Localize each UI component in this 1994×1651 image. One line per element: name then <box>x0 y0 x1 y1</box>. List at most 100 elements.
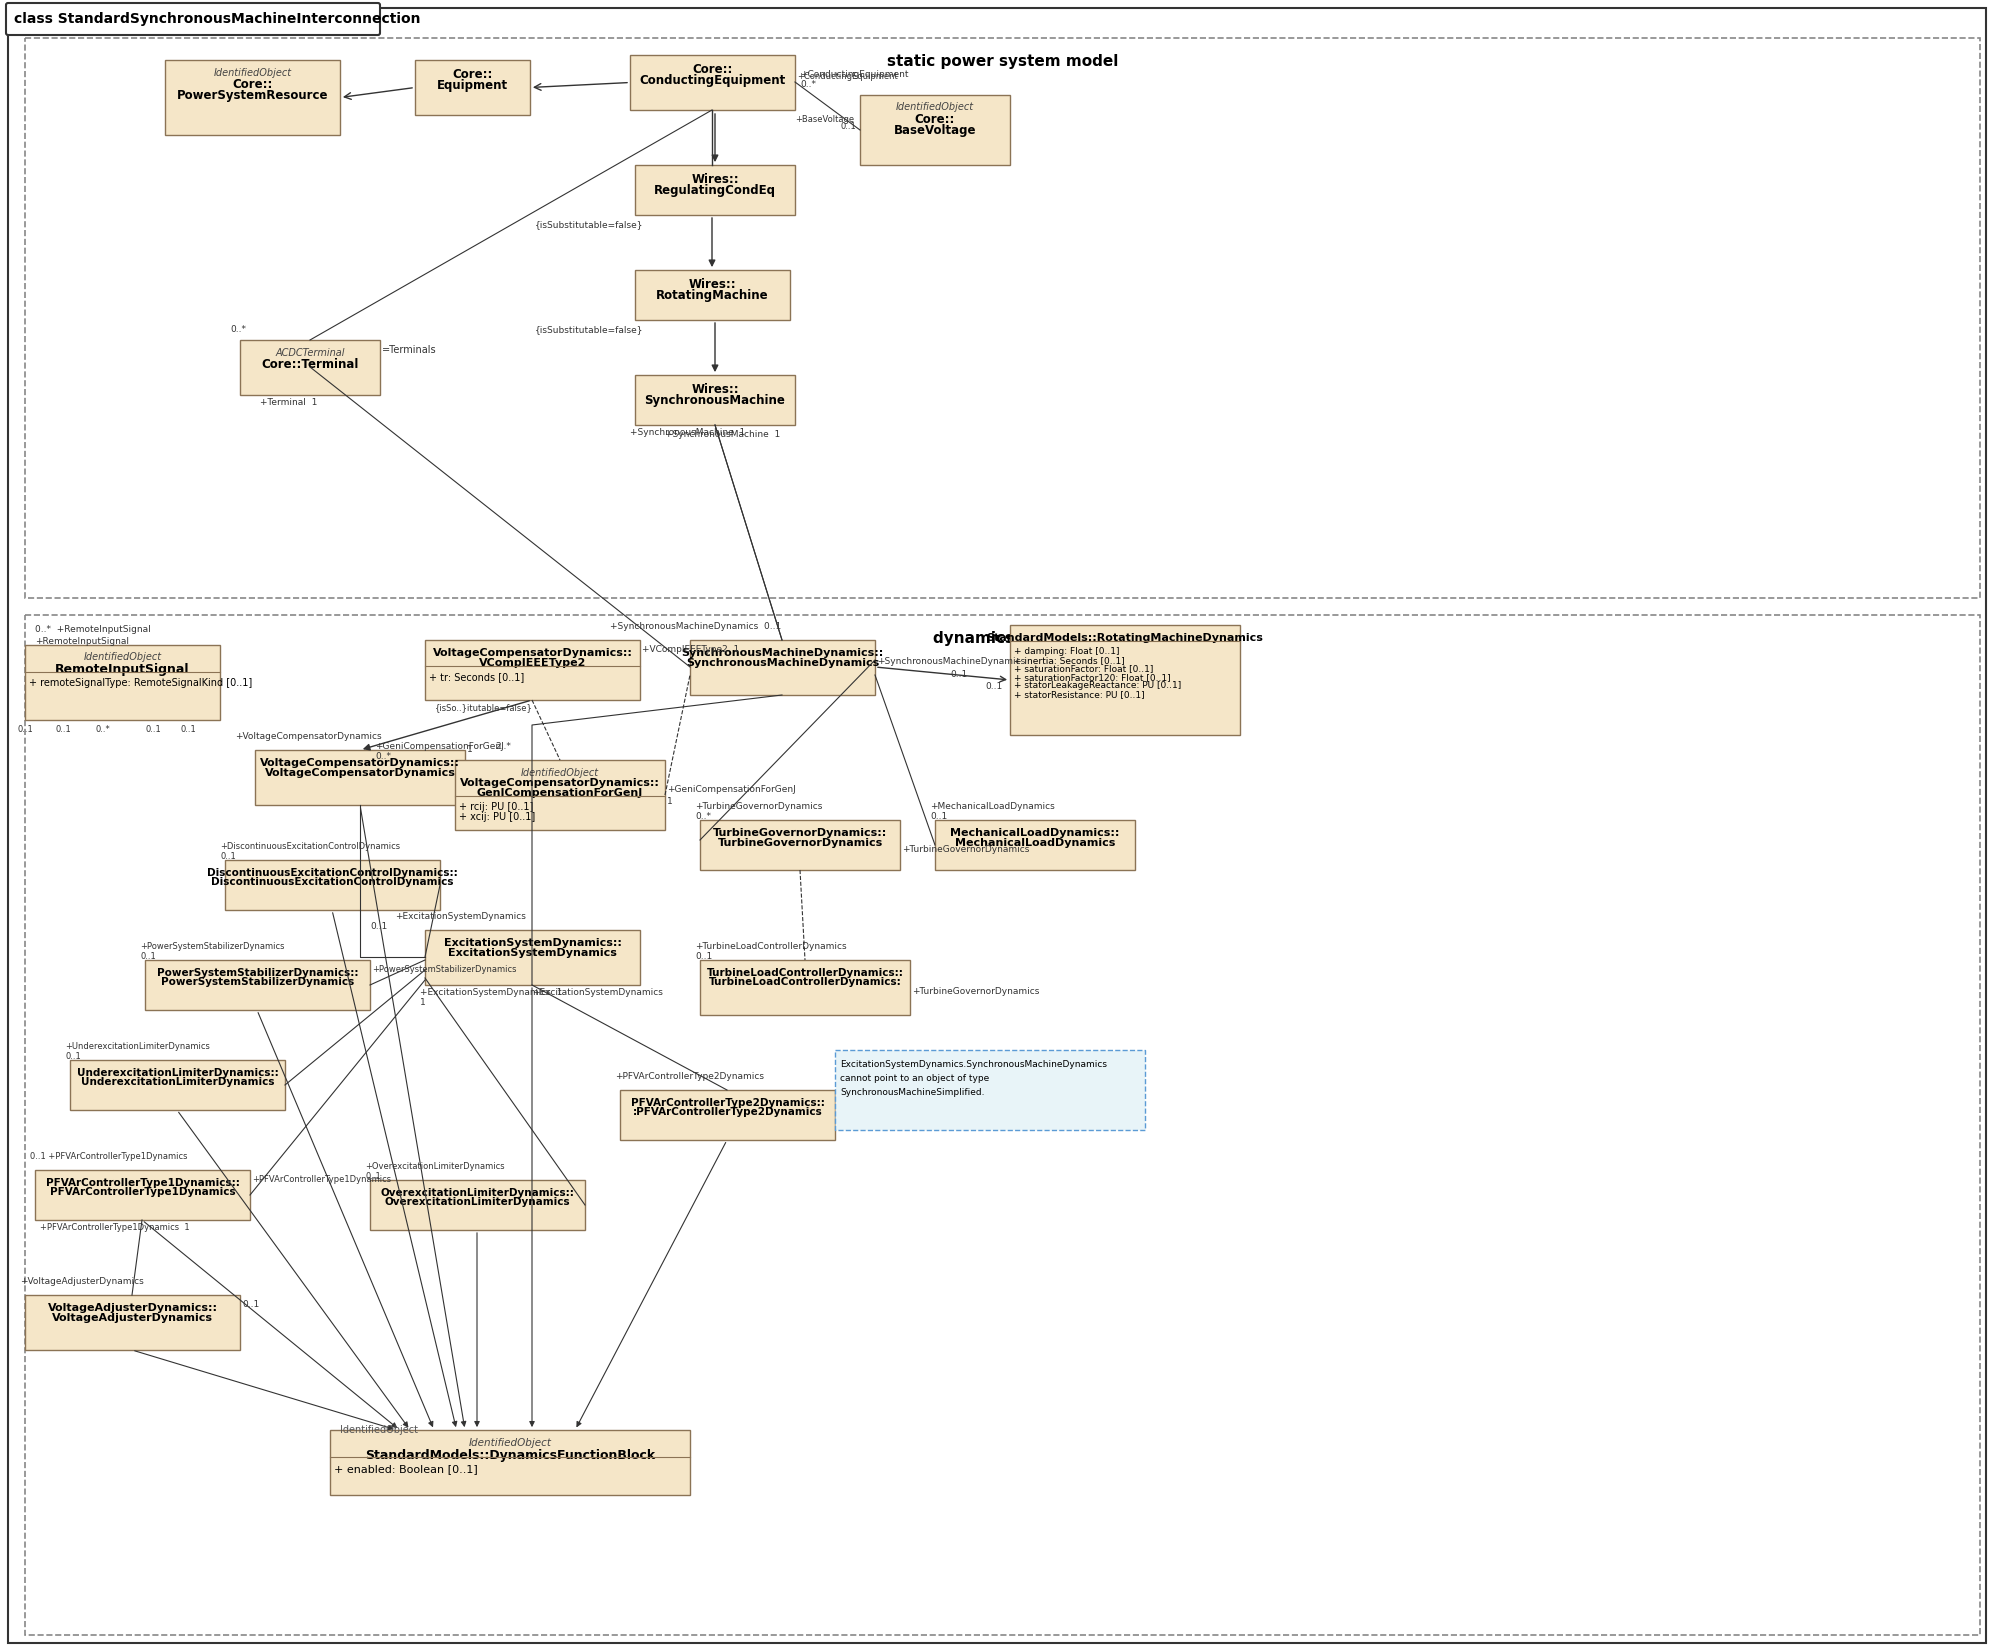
Text: 0..1: 0..1 <box>179 725 195 735</box>
Text: +PowerSystemStabilizerDynamics: +PowerSystemStabilizerDynamics <box>140 943 285 951</box>
Text: PowerSystemStabilizerDynamics::: PowerSystemStabilizerDynamics:: <box>158 967 359 977</box>
Text: 0..1 +PFVArControllerType1Dynamics: 0..1 +PFVArControllerType1Dynamics <box>30 1152 187 1161</box>
Text: +UnderexcitationLimiterDynamics: +UnderexcitationLimiterDynamics <box>66 1042 209 1052</box>
Text: 1: 1 <box>421 997 427 1007</box>
Text: +GeniCompensationForGenJ: +GeniCompensationForGenJ <box>668 784 796 794</box>
Text: Equipment: Equipment <box>437 79 508 92</box>
Text: 0..1: 0..1 <box>66 1052 80 1062</box>
Text: +Terminal  1: +Terminal 1 <box>259 398 317 408</box>
Text: SynchronousMachine: SynchronousMachine <box>644 393 786 406</box>
Text: SynchronousMachineDynamics::: SynchronousMachineDynamics:: <box>682 647 883 659</box>
Text: SynchronousMachineSimplified.: SynchronousMachineSimplified. <box>839 1088 985 1096</box>
Text: :PFVArControllerType2Dynamics: :PFVArControllerType2Dynamics <box>632 1108 822 1118</box>
Text: +TurbineLoadControllerDynamics: +TurbineLoadControllerDynamics <box>696 943 847 951</box>
Text: +ConductingEquipment: +ConductingEquipment <box>800 69 909 79</box>
Text: +TurbineGovernorDynamics: +TurbineGovernorDynamics <box>696 802 822 811</box>
Text: 0..*: 0..* <box>229 325 245 334</box>
Text: IdentifiedObject: IdentifiedObject <box>895 102 973 112</box>
Text: {isSo..}itutable=false}: {isSo..}itutable=false} <box>435 703 532 712</box>
Text: PFVArControllerType1Dynamics::: PFVArControllerType1Dynamics:: <box>46 1177 239 1187</box>
Text: IdentifiedObject: IdentifiedObject <box>469 1438 552 1448</box>
Text: +SynchronousMachineDynamics: +SynchronousMachineDynamics <box>877 657 1025 665</box>
Bar <box>634 271 790 320</box>
Text: ACDCTerminal: ACDCTerminal <box>275 347 345 358</box>
Text: UnderexcitationLimiterDynamics::: UnderexcitationLimiterDynamics:: <box>76 1068 279 1078</box>
Text: +OverexcitationLimiterDynamics: +OverexcitationLimiterDynamics <box>365 1162 504 1171</box>
Bar <box>425 641 640 700</box>
Text: 2..*: 2..* <box>495 741 510 751</box>
Text: MechanicalLoadDynamics::: MechanicalLoadDynamics:: <box>951 829 1121 839</box>
Text: VoltageCompensatorDynamics::: VoltageCompensatorDynamics:: <box>461 778 660 788</box>
Text: cannot point to an object of type: cannot point to an object of type <box>839 1075 989 1083</box>
Text: ExcitationSystemDynamics.SynchronousMachineDynamics: ExcitationSystemDynamics.SynchronousMach… <box>839 1060 1107 1068</box>
Text: + tr: Seconds [0..1]: + tr: Seconds [0..1] <box>429 672 524 682</box>
Bar <box>620 1090 835 1139</box>
Text: ConductingEquipment: ConductingEquipment <box>640 74 786 88</box>
Text: +VoltageCompensatorDynamics: +VoltageCompensatorDynamics <box>235 731 381 741</box>
Bar <box>146 959 371 1010</box>
Text: + inertia: Seconds [0..1]: + inertia: Seconds [0..1] <box>1015 655 1125 665</box>
Text: Core::: Core:: <box>233 78 273 91</box>
Text: RotatingMachine: RotatingMachine <box>656 289 770 302</box>
Text: VoltageCompensatorDynamics::: VoltageCompensatorDynamics:: <box>259 758 461 768</box>
Text: +PFVArControllerType1Dynamics  1: +PFVArControllerType1Dynamics 1 <box>40 1223 189 1232</box>
Text: {isSubstitutable=false}: {isSubstitutable=false} <box>534 325 644 334</box>
Bar <box>239 340 381 395</box>
Text: 1: 1 <box>467 745 473 755</box>
Text: +TurbineGovernorDynamics: +TurbineGovernorDynamics <box>911 987 1039 996</box>
Text: StandardModels::RotatingMachineDynamics: StandardModels::RotatingMachineDynamics <box>987 632 1264 642</box>
Text: + statorResistance: PU [0..1]: + statorResistance: PU [0..1] <box>1015 690 1145 698</box>
Text: Core::: Core:: <box>692 63 732 76</box>
Text: +SynchronousMachineDynamics  0..1: +SynchronousMachineDynamics 0..1 <box>610 622 782 631</box>
Text: IdentifiedObject: IdentifiedObject <box>341 1425 419 1435</box>
Text: TurbineGovernorDynamics::: TurbineGovernorDynamics:: <box>714 829 887 839</box>
Text: PFVArControllerType1Dynamics: PFVArControllerType1Dynamics <box>50 1187 235 1197</box>
Text: + saturationFactor120: Float [0..1]: + saturationFactor120: Float [0..1] <box>1015 672 1170 682</box>
Text: +ExcitationSystemDynamics: +ExcitationSystemDynamics <box>395 911 526 921</box>
Bar <box>415 59 530 116</box>
Bar <box>634 165 796 215</box>
Text: +VCompIEEEType2  1: +VCompIEEEType2 1 <box>642 646 740 654</box>
FancyBboxPatch shape <box>6 3 381 35</box>
Bar <box>690 641 875 695</box>
Bar <box>700 821 899 870</box>
Text: 0..*  +RemoteInputSignal: 0..* +RemoteInputSignal <box>36 626 152 634</box>
Text: RemoteInputSignal: RemoteInputSignal <box>56 664 189 677</box>
Text: IdentifiedObject: IdentifiedObject <box>84 652 162 662</box>
Text: Core::: Core:: <box>453 68 493 81</box>
Text: dynamics model: dynamics model <box>933 631 1073 646</box>
Text: 0..*: 0..* <box>375 751 391 761</box>
Text: +RemoteInputSignal: +RemoteInputSignal <box>36 637 130 646</box>
Text: 0..1: 0..1 <box>219 852 235 862</box>
Text: ExcitationSystemDynamics: ExcitationSystemDynamics <box>449 948 616 958</box>
Text: StandardModels::DynamicsFunctionBlock: StandardModels::DynamicsFunctionBlock <box>365 1450 656 1463</box>
Text: PFVArControllerType2Dynamics::: PFVArControllerType2Dynamics:: <box>630 1098 824 1108</box>
Text: 0..1: 0..1 <box>146 725 162 735</box>
Text: UnderexcitationLimiterDynamics: UnderexcitationLimiterDynamics <box>80 1076 275 1088</box>
Bar <box>634 375 796 424</box>
Text: +PowerSystemStabilizerDynamics: +PowerSystemStabilizerDynamics <box>373 964 516 974</box>
Text: VCompIEEEType2: VCompIEEEType2 <box>479 659 586 669</box>
Bar <box>371 1180 584 1230</box>
Text: Wires::: Wires:: <box>688 279 736 291</box>
Bar <box>26 646 219 720</box>
Text: 0..1: 0..1 <box>371 921 387 931</box>
Bar <box>166 59 341 135</box>
Bar <box>26 38 1980 598</box>
Bar <box>329 1430 690 1496</box>
Bar <box>630 54 796 111</box>
Text: + statorLeakageReactance: PU [0..1]: + statorLeakageReactance: PU [0..1] <box>1015 682 1180 690</box>
Text: +VoltageAdjusterDynamics: +VoltageAdjusterDynamics <box>20 1276 144 1286</box>
Text: MechanicalLoadDynamics: MechanicalLoadDynamics <box>955 839 1115 849</box>
Bar <box>425 930 640 986</box>
Bar <box>36 1171 249 1220</box>
Text: VoltageCompensatorDynamics::: VoltageCompensatorDynamics:: <box>433 647 632 659</box>
Text: + remoteSignalType: RemoteSignalKind [0..1]: + remoteSignalType: RemoteSignalKind [0.… <box>30 679 253 688</box>
Text: +GeniCompensationForGenJ: +GeniCompensationForGenJ <box>375 741 504 751</box>
Text: class StandardSynchronousMachineInterconnection: class StandardSynchronousMachineIntercon… <box>14 12 421 26</box>
Text: +ExcitationSystemDynamics  1: +ExcitationSystemDynamics 1 <box>421 987 562 997</box>
Text: +DiscontinuousExcitationControlDynamics: +DiscontinuousExcitationControlDynamics <box>219 842 401 850</box>
Text: =Terminals: =Terminals <box>383 345 437 355</box>
Text: + enabled: Boolean [0..1]: + enabled: Boolean [0..1] <box>335 1464 479 1474</box>
Text: 0..1: 0..1 <box>949 670 967 679</box>
